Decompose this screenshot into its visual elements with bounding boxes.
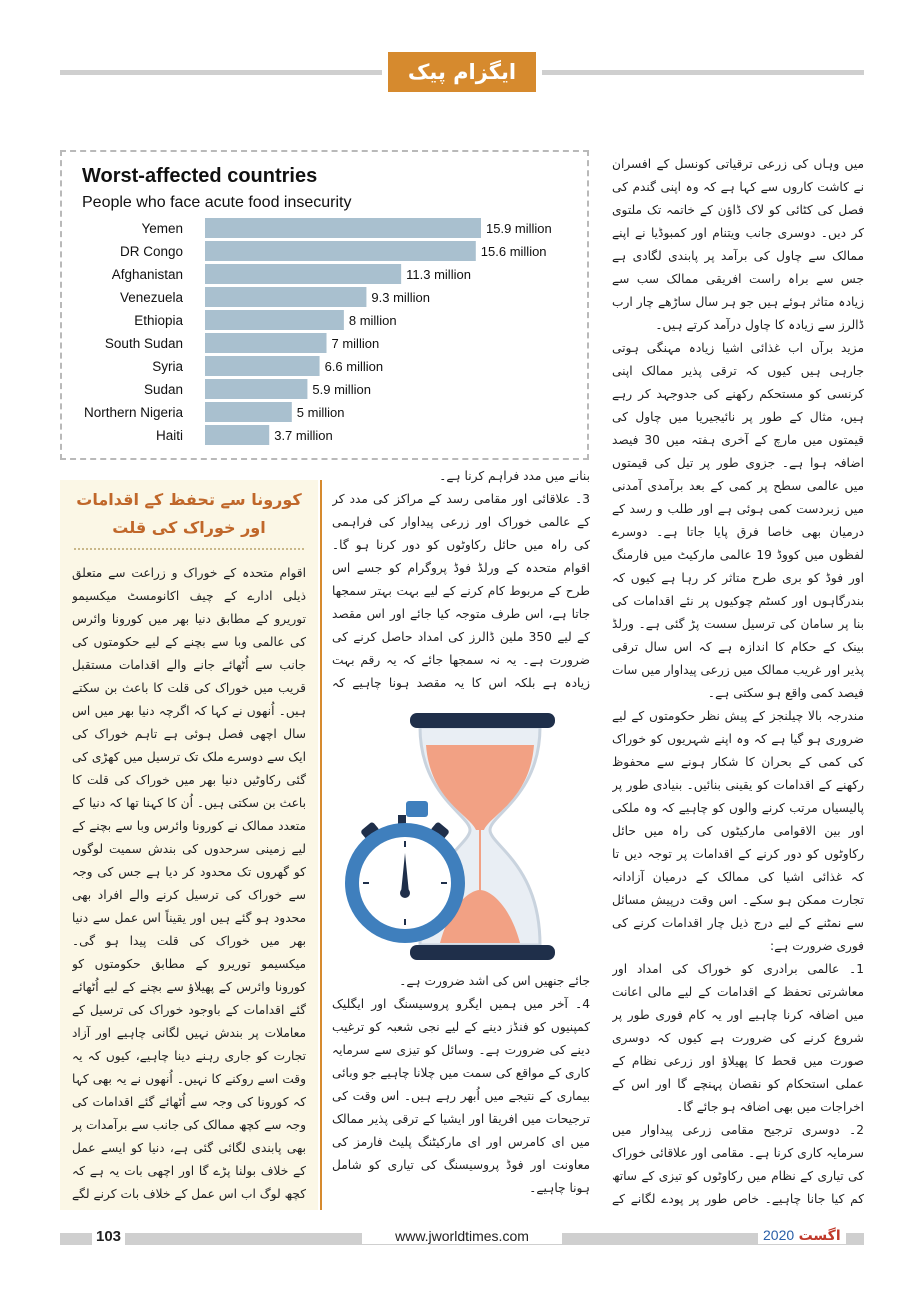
header-rule bbox=[60, 70, 382, 75]
value-label: 3.7 million bbox=[274, 428, 333, 443]
value-label: 6.6 million bbox=[325, 359, 384, 374]
bar bbox=[205, 356, 320, 376]
value-label: 5.9 million bbox=[312, 382, 371, 397]
value-label: 15.9 million bbox=[486, 221, 552, 236]
category-label: South Sudan bbox=[105, 336, 183, 351]
paragraph: بنانے میں مدد فراہم کرنا ہے۔ bbox=[439, 469, 590, 483]
stopwatch-button bbox=[406, 801, 428, 817]
bar bbox=[205, 287, 367, 307]
sand-top bbox=[426, 745, 534, 830]
paragraph: 4۔ آخر میں ہمیں ایگرو پروسیسنگ اور ایگلی… bbox=[332, 997, 590, 1195]
stopwatch-hand bbox=[401, 853, 409, 893]
category-label: Ethiopia bbox=[134, 313, 183, 328]
column-divider bbox=[320, 480, 322, 1210]
text-column: جائے جنھیں اس کی اشد ضرورت ہے۔ 4۔ آخر میں… bbox=[332, 970, 590, 1210]
sidebar-body: اقوام متحدہ کے خوراک و زراعت سے متعلق ذی… bbox=[72, 562, 306, 1204]
paragraph: 1۔ عالمی برادری کو خوراک کی امداد اور مع… bbox=[612, 962, 864, 1114]
sidebar-title-line: اور خوراک کی قلت bbox=[112, 518, 266, 537]
sidebar-title-line: کورونا سے تحفظ کے اقدامات bbox=[76, 490, 302, 509]
stopwatch-button bbox=[431, 822, 449, 840]
bar bbox=[205, 218, 481, 238]
paragraph: جائے جنھیں اس کی اشد ضرورت ہے۔ bbox=[399, 974, 590, 988]
value-label: 8 million bbox=[349, 313, 397, 328]
paragraph: 2۔ دوسری ترجیح مقامی زرعی پیداوار میں سر… bbox=[612, 1123, 864, 1206]
header-rule bbox=[542, 70, 864, 75]
value-label: 5 million bbox=[297, 405, 345, 420]
value-label: 15.6 million bbox=[481, 244, 547, 259]
paragraph: اقوام متحدہ کے خوراک و زراعت سے متعلق ذی… bbox=[72, 566, 306, 1201]
chart-box: Worst-affected countries People who face… bbox=[60, 150, 589, 460]
stopwatch-pivot bbox=[400, 888, 410, 898]
paragraph: میں وہاں کی زرعی ترقیاتی کونسل کے افسران… bbox=[612, 157, 864, 332]
paragraph: 3۔ علاقائی اور مقامی رسد کے مراکز کی مدد… bbox=[332, 492, 590, 690]
text-column: بنانے میں مدد فراہم کرنا ہے۔ 3۔ علاقائی ا… bbox=[332, 465, 590, 697]
paragraph: مندرجہ بالا چیلنجز کے پیش نظر حکومتوں کے… bbox=[612, 709, 864, 953]
stopwatch-button bbox=[361, 822, 379, 840]
chart-subtitle: People who face acute food insecurity bbox=[82, 194, 352, 211]
chart: Worst-affected countries People who face… bbox=[82, 165, 552, 445]
issue-date: اگست 2020 bbox=[758, 1227, 846, 1244]
category-label: Venezuela bbox=[120, 290, 184, 305]
bar bbox=[205, 333, 327, 353]
category-label: DR Congo bbox=[120, 244, 183, 259]
page-number: 103 bbox=[92, 1228, 126, 1245]
category-label: Sudan bbox=[144, 382, 183, 397]
sidebar-title: کورونا سے تحفظ کے اقدامات اور خوراک کی ق… bbox=[74, 480, 304, 550]
category-label: Syria bbox=[152, 359, 183, 374]
website: www.jworldtimes.com bbox=[362, 1228, 562, 1244]
issue-month: اگست bbox=[798, 1228, 841, 1244]
bar bbox=[205, 310, 344, 330]
category-label: Yemen bbox=[141, 221, 183, 236]
hourglass-base bbox=[410, 945, 555, 960]
bar bbox=[205, 379, 308, 399]
bar bbox=[205, 425, 270, 445]
category-label: Afghanistan bbox=[112, 267, 183, 282]
category-label: Haiti bbox=[156, 428, 183, 443]
bar bbox=[205, 264, 402, 284]
text-column: میں وہاں کی زرعی ترقیاتی کونسل کے افسران… bbox=[612, 153, 864, 1213]
bar bbox=[205, 241, 476, 261]
paragraph: مزید برآں اب غذائی اشیا زیادہ مہنگی ہوتی… bbox=[612, 341, 864, 700]
section-title: ایگزام پیک bbox=[388, 52, 536, 92]
value-label: 7 million bbox=[332, 336, 380, 351]
category-label: Northern Nigeria bbox=[84, 405, 184, 420]
hourglass-top bbox=[410, 713, 555, 728]
sand-stream bbox=[479, 830, 481, 895]
value-label: 11.3 million bbox=[406, 267, 471, 282]
bar bbox=[205, 402, 292, 422]
stopwatch-ticks bbox=[363, 841, 447, 925]
value-label: 9.3 million bbox=[371, 290, 430, 305]
issue-year: 2020 bbox=[763, 1227, 795, 1243]
hourglass-illustration bbox=[345, 713, 555, 960]
stopwatch-stem bbox=[398, 815, 406, 829]
sidebar: کورونا سے تحفظ کے اقدامات اور خوراک کی ق… bbox=[60, 480, 318, 1210]
chart-title: Worst-affected countries bbox=[82, 165, 317, 187]
